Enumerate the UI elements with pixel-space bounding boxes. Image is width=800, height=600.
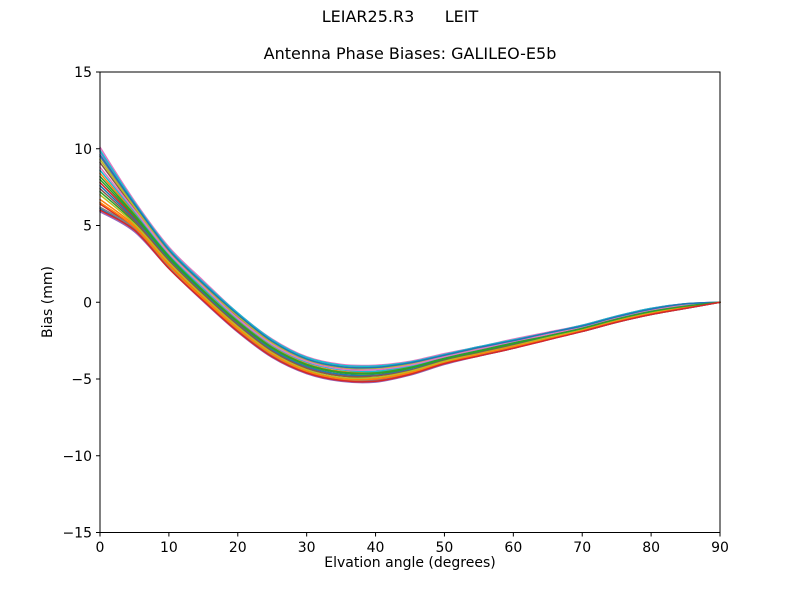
y-tick-label: −15 [62,526,92,542]
series-line-s20 [99,149,721,368]
y-tick-label: 10 [74,142,92,158]
x-tick-label: 10 [160,540,178,556]
axes-frame [99,71,721,533]
y-tick-label: −10 [62,449,92,465]
series-line-s05 [99,151,721,368]
series-line-s21 [99,154,721,369]
y-tick-label: −5 [71,372,92,388]
series-line-s19 [99,194,721,380]
series-line-s08 [99,155,721,369]
series-line-s17 [99,166,721,371]
series-line-s01 [99,207,721,383]
x-axis-label: Elvation angle (degrees) [324,555,496,571]
series-line-s23 [99,178,721,375]
x-tick-label: 50 [436,540,454,556]
x-tick-label: 40 [367,540,385,556]
y-tick-label: 0 [83,295,92,311]
x-tick-label: 0 [96,540,105,556]
series-line-s09 [99,158,721,370]
series-line-s07 [99,146,721,367]
y-tick-label: 5 [83,219,92,235]
x-tick-label: 70 [573,540,591,556]
x-tick-label: 60 [504,540,522,556]
x-tick-label: 80 [642,540,660,556]
x-tick-label: 20 [229,540,247,556]
axes-title: Antenna Phase Biases: GALILEO-E5b [263,44,557,63]
figure-suptitle: LEIAR25.R3 LEIT [321,7,479,26]
x-tick-label: 90 [711,540,729,556]
series-line-s18 [99,206,721,382]
y-axis-label: Bias (mm) [40,265,56,339]
series-line-s24 [99,209,721,383]
series-line-s15 [99,210,721,384]
y-tick-label: 15 [74,65,92,81]
series-line-s06 [99,161,721,371]
x-tick-label: 30 [298,540,316,556]
